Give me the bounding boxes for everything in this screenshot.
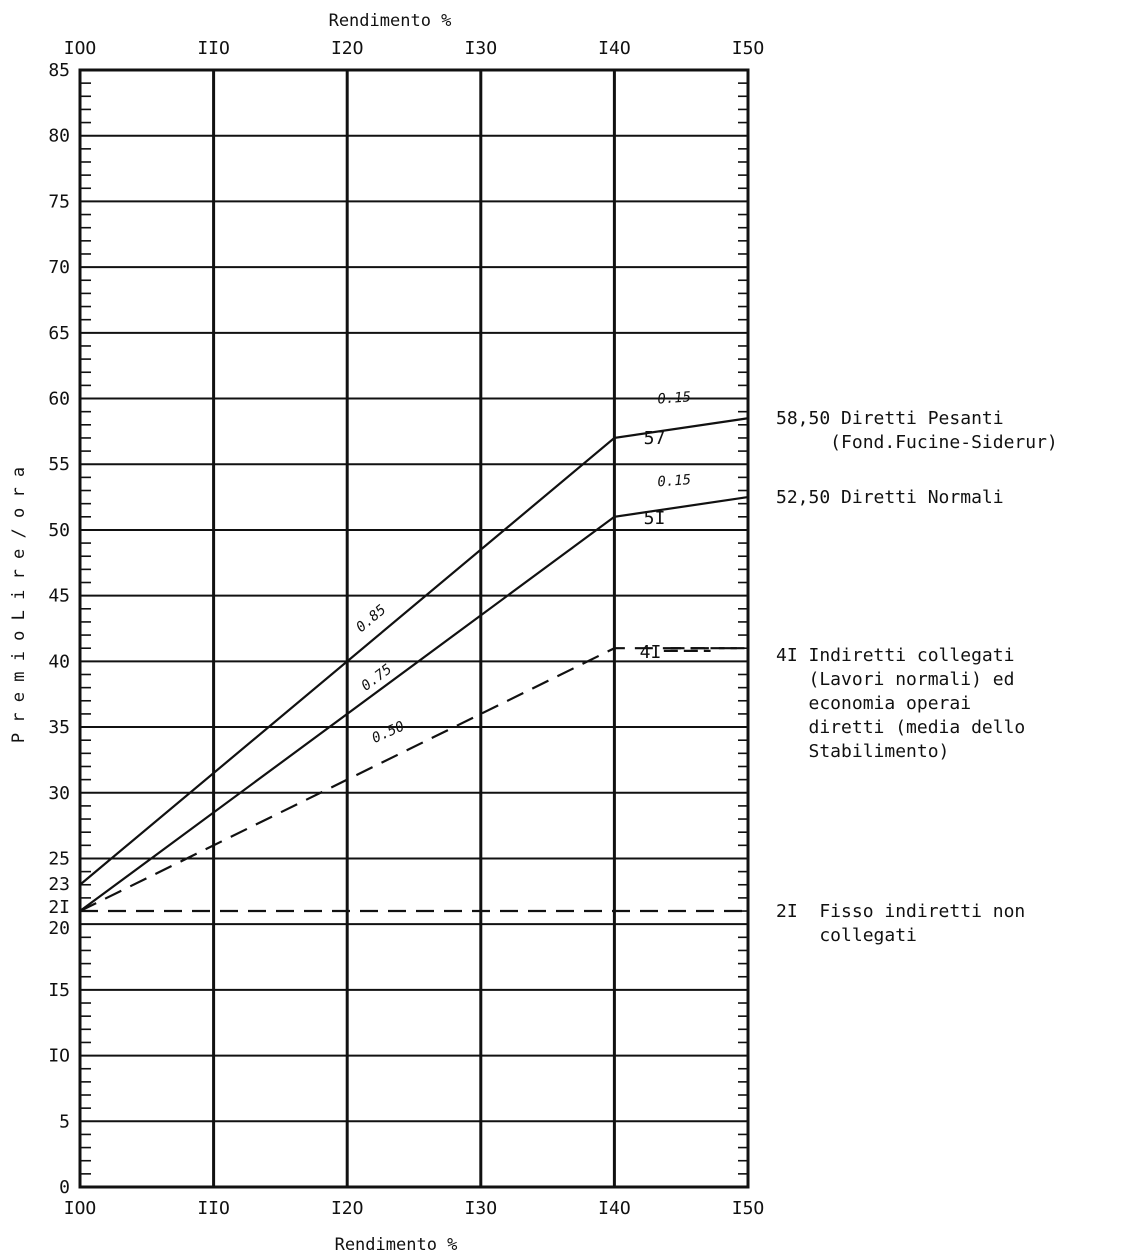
series-lines — [79, 417, 749, 913]
x-tick-label-top: I5O — [732, 38, 765, 59]
series-right-label-line: 2I Fisso indiretti non — [776, 901, 1025, 922]
y-tick-label: 25 — [48, 848, 70, 869]
y-tick-label: 2I — [48, 897, 70, 918]
x-tick-label-bottom: I5O — [732, 1198, 765, 1219]
y-tick-label: 70 — [48, 257, 70, 278]
series-right-label: 2I Fisso indiretti non collegati — [776, 901, 1025, 946]
series-line — [79, 496, 749, 912]
y-tick-label: 40 — [48, 651, 70, 672]
slope-label: 0.50 — [370, 718, 407, 746]
y-tick-label: 55 — [48, 454, 70, 475]
y-tick-label: 50 — [48, 520, 70, 541]
x-tick-label-bottom: IOO — [64, 1198, 97, 1219]
series-line — [79, 417, 749, 886]
x-tick-label-bottom: I3O — [465, 1198, 498, 1219]
series-right-label: 52,50 Diretti Normali — [776, 487, 1004, 508]
y-tick-label: 35 — [48, 717, 70, 738]
y-tick-label: 75 — [48, 191, 70, 212]
series-right-label-line: 4I Indiretti collegati — [776, 645, 1014, 666]
x-tick-label-bottom: I4O — [598, 1198, 631, 1219]
x-tick-label-top: I2O — [331, 38, 364, 59]
top-axis-title: Rendimento % — [329, 11, 452, 31]
breakpoint-value-label: 4I — [640, 642, 662, 663]
plot-frame — [78, 68, 750, 1189]
y-axis-title: P r e m i o L i r e / o r a — [9, 467, 29, 743]
series-right-label-line: 52,50 Diretti Normali — [776, 487, 1004, 508]
slope-label: 0.75 — [359, 661, 396, 694]
x-tick-label-top: I4O — [598, 38, 631, 59]
series-right-label-line: collegati — [776, 925, 917, 946]
series-right-label-line: (Fond.Fucine-Siderur) — [776, 432, 1058, 453]
y-tick-label: 20 — [48, 918, 70, 939]
x-tick-label-top: IIO — [197, 38, 230, 59]
tick-labels: IOO IOO IIO IIO I2O I2O I3O I3O I4O I4O I5O I5O 0 5 IO… — [48, 38, 764, 1219]
slope-label: 0.15 — [657, 389, 692, 407]
bottom-axis-title: Rendimento % — [335, 1235, 458, 1255]
breakpoint-value-label: 57 — [644, 428, 666, 449]
x-tick-label-bottom: IIO — [197, 1198, 230, 1219]
y-tick-label: 30 — [48, 783, 70, 804]
y-tick-label: 80 — [48, 126, 70, 147]
series-right-label-line: (Lavori normali) ed — [776, 669, 1014, 690]
y-tick-label: 65 — [48, 323, 70, 344]
grid — [78, 68, 750, 1189]
slope-label: 0.15 — [657, 472, 692, 490]
minor-ticks — [80, 82, 748, 1175]
y-tick-label: I5 — [48, 980, 70, 1001]
series-right-label-line: diretti (media dello — [776, 717, 1025, 738]
y-tick-label: IO — [48, 1046, 70, 1067]
series-line — [79, 647, 748, 913]
y-tick-label: 45 — [48, 586, 70, 607]
x-tick-label-bottom: I2O — [331, 1198, 364, 1219]
series-right-label: 58,50 Diretti Pesanti (Fond.Fucine-Sider… — [776, 408, 1058, 453]
series-right-label-line: economia operai — [776, 693, 971, 714]
series-right-label: 4I Indiretti collegati (Lavori normali) … — [776, 645, 1025, 762]
y-tick-label: 60 — [48, 389, 70, 410]
y-tick-label: 0 — [59, 1177, 70, 1198]
series-right-label-line: 58,50 Diretti Pesanti — [776, 408, 1004, 429]
breakpoint-value-label: 5I — [644, 508, 666, 529]
x-tick-label-top: I3O — [465, 38, 498, 59]
series-right-label-line: Stabilimento) — [776, 741, 949, 762]
y-tick-label: 23 — [48, 874, 70, 895]
y-tick-label: 5 — [59, 1111, 70, 1132]
right-labels: 58,50 Diretti Pesanti (Fond.Fucine-Sider… — [776, 408, 1058, 946]
x-tick-label-top: IOO — [64, 38, 97, 59]
y-tick-label: 85 — [48, 60, 70, 81]
